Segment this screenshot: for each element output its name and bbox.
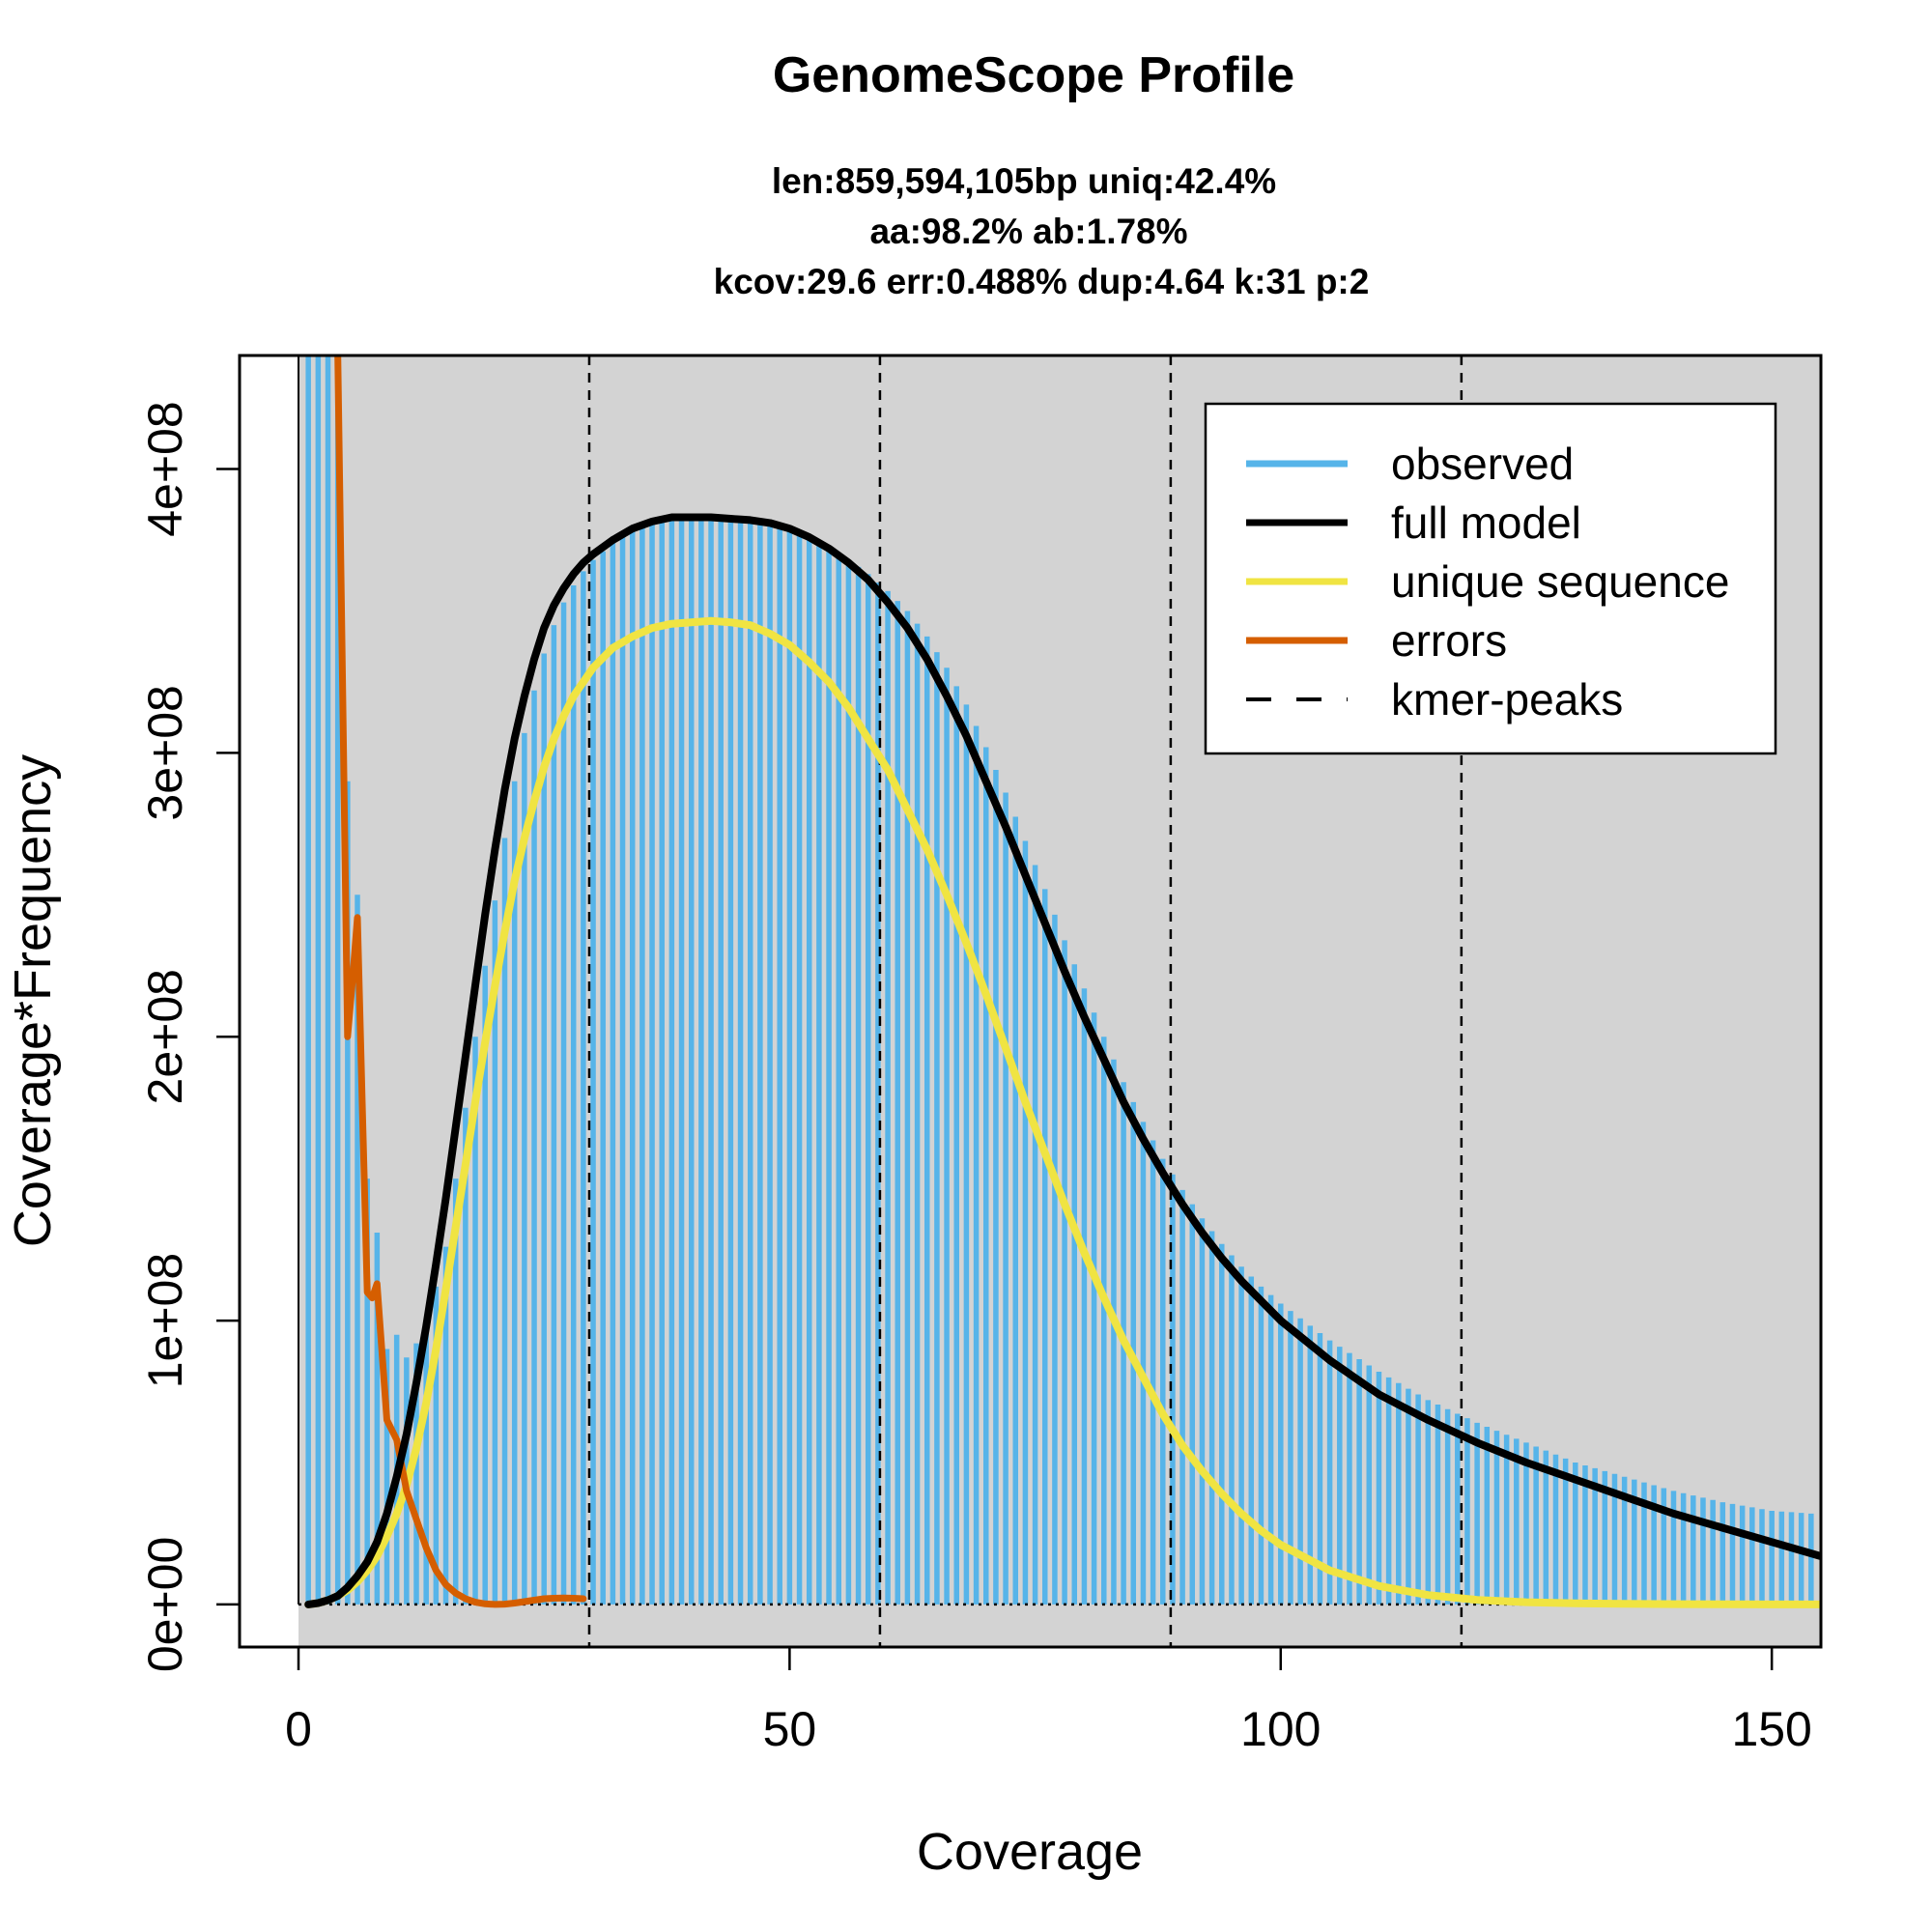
chart-subtitle-line-3: kcov:29.6 err:0.488% dup:4.64 k:31 p:2 bbox=[714, 262, 1370, 301]
legend-label: observed bbox=[1391, 439, 1574, 489]
x-tick-label: 50 bbox=[763, 1702, 817, 1756]
full-model-line bbox=[304, 513, 1821, 1608]
y-tick-label: 0e+00 bbox=[138, 1537, 192, 1672]
x-tick-label: 100 bbox=[1240, 1702, 1321, 1756]
legend-label: full model bbox=[1391, 497, 1581, 548]
y-tick-label: 2e+08 bbox=[138, 969, 192, 1104]
legend-label: kmer-peaks bbox=[1391, 674, 1623, 724]
chart-subtitle-line-2: aa:98.2% ab:1.78% bbox=[869, 212, 1187, 251]
legend-label: unique sequence bbox=[1391, 556, 1729, 607]
x-tick-label: 150 bbox=[1731, 1702, 1811, 1756]
chart-subtitle-line-1: len:859,594,105bp uniq:42.4% bbox=[772, 161, 1276, 201]
y-axis-label: Coverage*Frequency bbox=[4, 754, 62, 1247]
axes: 0 50 100 150 0e+00 1e+08 2e+08 3e+08 4e+08 bbox=[138, 401, 1812, 1756]
y-tick-label: 3e+08 bbox=[138, 685, 192, 820]
y-tick-label: 4e+08 bbox=[138, 401, 192, 536]
legend-label: errors bbox=[1391, 615, 1507, 666]
x-tick-label: 0 bbox=[285, 1702, 312, 1756]
unique-sequence-line bbox=[304, 616, 1821, 1608]
x-axis-label: Coverage bbox=[917, 1823, 1143, 1881]
errors-line bbox=[334, 355, 587, 1608]
y-tick-label: 1e+08 bbox=[138, 1253, 192, 1388]
chart-title: GenomeScope Profile bbox=[773, 47, 1294, 103]
plot-frame bbox=[238, 354, 1823, 1649]
legend: observed full model unique sequence errors k… bbox=[1204, 402, 1777, 755]
